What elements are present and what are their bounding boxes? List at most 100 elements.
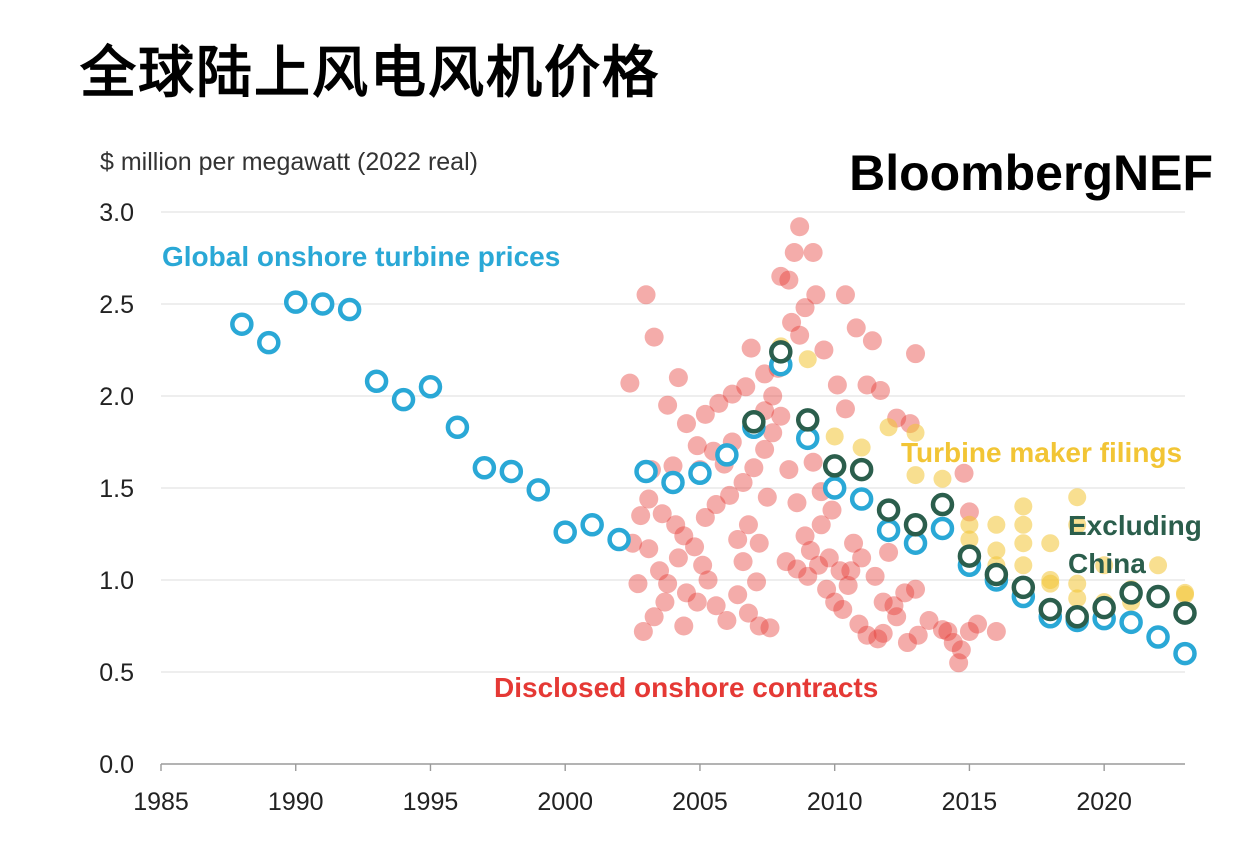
contract-point xyxy=(620,373,640,393)
contract-point xyxy=(674,616,694,636)
annotation-contracts: Disclosed onshore contracts xyxy=(494,672,878,703)
contract-point xyxy=(790,217,810,237)
contract-point xyxy=(811,515,831,535)
ex-china-point xyxy=(984,562,1009,587)
contract-point xyxy=(803,242,823,262)
global-price-point xyxy=(553,520,577,544)
contract-point xyxy=(943,633,963,653)
contract-point xyxy=(744,458,764,478)
filing-point xyxy=(1041,574,1060,593)
contract-point xyxy=(862,331,882,351)
contract-point xyxy=(658,395,678,415)
contract-point xyxy=(849,614,869,634)
global-price-point xyxy=(876,518,901,543)
global-price-point xyxy=(418,375,443,399)
y-tick-label: 2.5 xyxy=(99,291,134,319)
contract-point xyxy=(644,607,664,627)
contract-point xyxy=(771,266,791,286)
global-price-point xyxy=(472,456,497,480)
contract-point xyxy=(728,530,748,550)
contract-point xyxy=(838,576,858,596)
contract-point xyxy=(698,570,718,590)
contract-point xyxy=(628,574,648,594)
contract-point xyxy=(720,485,740,505)
contract-point xyxy=(919,610,939,630)
y-tick-label: 2.0 xyxy=(99,383,134,411)
contract-point xyxy=(897,633,917,653)
contract-point xyxy=(782,312,802,332)
y-tick-label: 1.5 xyxy=(99,475,134,503)
filing-point xyxy=(1014,497,1033,516)
filing-point xyxy=(960,530,979,549)
axis-ticks: 0.0 0.5 1.0 1.5 2.0 2.5 3.0 1985 1990 1995 2000 200… xyxy=(99,199,1132,816)
global-price-point xyxy=(580,513,604,537)
global-price-point xyxy=(1146,625,1170,649)
contract-point xyxy=(873,592,893,612)
global-price-point xyxy=(661,470,685,495)
contract-point xyxy=(846,318,866,338)
contract-point xyxy=(803,452,823,472)
contract-point xyxy=(674,526,694,546)
contract-point xyxy=(755,439,775,459)
global-price-point xyxy=(526,478,551,502)
contract-point xyxy=(841,561,861,581)
filing-point xyxy=(798,350,817,369)
filing-point xyxy=(933,469,952,488)
ex-china-point xyxy=(1038,597,1063,622)
global-price-point xyxy=(499,459,524,484)
ex-china-point xyxy=(795,408,820,432)
contract-point xyxy=(757,487,777,507)
filing-point xyxy=(1068,488,1087,507)
contract-point xyxy=(852,548,872,568)
x-tick-label: 1985 xyxy=(133,788,189,816)
contract-point xyxy=(663,456,683,476)
contract-point xyxy=(763,386,783,406)
contract-point xyxy=(951,640,971,660)
filing-point xyxy=(906,423,925,442)
y-tick-label: 0.0 xyxy=(99,751,134,779)
contract-point xyxy=(857,625,877,645)
ex-china-point xyxy=(1173,601,1197,625)
contract-point xyxy=(676,414,696,434)
global-price-point xyxy=(337,297,362,322)
contract-point xyxy=(873,623,893,643)
global-price-point xyxy=(688,461,712,486)
contract-point xyxy=(655,592,675,612)
contract-point xyxy=(695,404,715,424)
contract-point xyxy=(814,340,834,360)
contract-point xyxy=(790,325,810,345)
contract-point xyxy=(747,572,767,592)
contract-point xyxy=(844,533,864,553)
global-price-point xyxy=(1119,610,1143,635)
ex-china-point xyxy=(1011,575,1036,600)
global-price-point xyxy=(364,369,389,394)
contract-point xyxy=(906,344,926,364)
contract-point xyxy=(717,610,737,630)
filing-point xyxy=(1014,534,1033,553)
filing-point xyxy=(1068,574,1087,593)
contract-point xyxy=(687,436,707,456)
ex-china-point xyxy=(876,498,901,522)
global-price-point xyxy=(445,415,470,440)
contract-point xyxy=(666,515,686,535)
global-price-point xyxy=(634,459,658,484)
contract-point xyxy=(827,375,847,395)
ex-china-point xyxy=(849,457,874,482)
page-title: 全球陆上风电风机价格 xyxy=(80,41,660,106)
contract-point xyxy=(733,552,753,572)
contract-point xyxy=(749,616,769,636)
contract-point xyxy=(809,555,829,575)
x-tick-label: 2020 xyxy=(1076,788,1132,816)
x-tick-label: 2005 xyxy=(672,788,728,816)
contract-point xyxy=(639,539,659,559)
x-tick-label: 2015 xyxy=(942,788,998,816)
contract-point xyxy=(949,653,969,673)
contract-point xyxy=(738,515,758,535)
ex-china-point xyxy=(769,340,793,364)
gridlines xyxy=(161,211,1185,765)
contract-point xyxy=(932,620,952,640)
contract-point xyxy=(822,500,842,520)
filing-point xyxy=(960,515,979,534)
contract-point xyxy=(755,364,775,384)
